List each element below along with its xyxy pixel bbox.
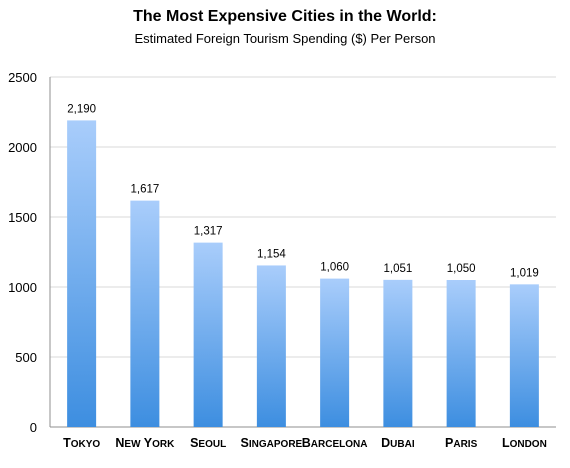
bar (446, 280, 476, 427)
bar (320, 278, 350, 427)
x-tick-label: BARCELONA (302, 436, 368, 450)
x-tick-label: LONDON (502, 436, 547, 450)
chart-subtitle: Estimated Foreign Tourism Spending ($) P… (134, 31, 436, 46)
y-tick-label: 0 (30, 420, 37, 435)
data-label: 1,617 (130, 184, 159, 196)
data-label: 1,050 (447, 263, 476, 275)
data-label: 1,154 (257, 248, 286, 260)
x-tick-label: SEOUL (190, 436, 226, 450)
x-tick-label: DUBAI (381, 436, 415, 450)
bar (130, 200, 160, 427)
data-label: 2,190 (67, 103, 96, 115)
x-tick-label: SINGAPORE (241, 436, 303, 450)
bar (509, 284, 539, 427)
chart-title: The Most Expensive Cities in the World: (133, 8, 437, 25)
data-label: 1,317 (194, 226, 223, 238)
y-tick-label: 1500 (8, 210, 37, 225)
bar (256, 265, 286, 427)
bar (67, 120, 97, 428)
axes (49, 77, 556, 428)
bar (193, 242, 223, 427)
y-tick-label: 2500 (8, 70, 37, 85)
y-tick-label: 2000 (8, 140, 37, 155)
x-tick-label: NEW YORK (115, 436, 175, 450)
gridlines (50, 76, 556, 358)
bars (67, 120, 539, 428)
labels: 0 500 1000 1500 2000 2500 2,190 TOKYO 1,617 NEW Y… (8, 70, 547, 450)
bar (383, 279, 413, 427)
data-label: 1,019 (510, 267, 539, 279)
data-label: 1,051 (383, 263, 412, 275)
x-tick-label: TOKYO (63, 436, 100, 450)
x-tick-label: PARIS (445, 436, 478, 450)
y-tick-label: 500 (15, 350, 37, 365)
y-tick-label: 1000 (8, 280, 37, 295)
data-label: 1,060 (320, 262, 349, 274)
